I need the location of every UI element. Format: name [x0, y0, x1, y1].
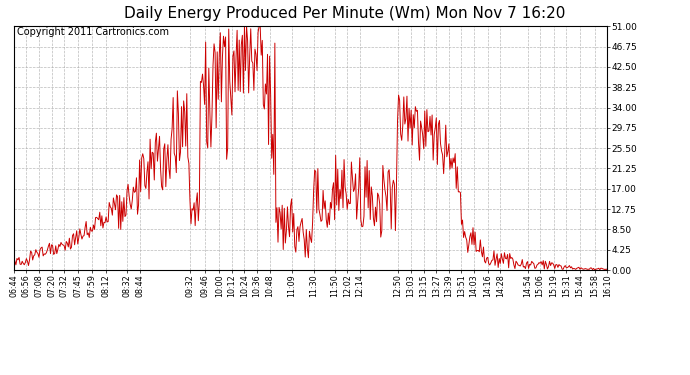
- Text: Copyright 2011 Cartronics.com: Copyright 2011 Cartronics.com: [17, 27, 169, 38]
- Text: Daily Energy Produced Per Minute (Wm) Mon Nov 7 16:20: Daily Energy Produced Per Minute (Wm) Mo…: [124, 6, 566, 21]
